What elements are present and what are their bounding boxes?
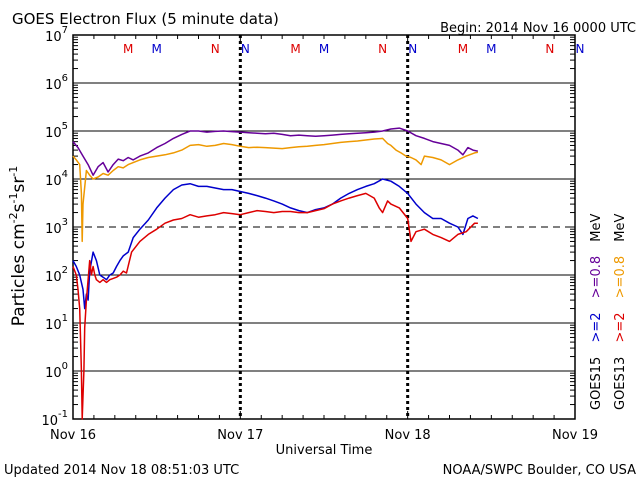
mn-marker: N <box>576 42 585 56</box>
y-tick-exp: 2 <box>62 265 68 276</box>
updated-timestamp: Updated 2014 Nov 18 08:51:03 UTC <box>4 463 239 478</box>
x-tick-label: Nov 18 <box>385 428 431 443</box>
y-tick-base: 10 <box>45 366 62 381</box>
y-tick-base: 10 <box>45 318 62 333</box>
y-tick-exp: 0 <box>62 361 68 372</box>
mn-marker: N <box>378 42 387 56</box>
series-line <box>72 127 479 176</box>
legend-entry: GOES15 >=2 >=0.8 MeV <box>589 214 604 410</box>
y-tick-base: 10 <box>45 222 62 237</box>
y-tick-base: 10 <box>41 414 58 429</box>
y-tick-base: 10 <box>45 270 62 285</box>
y-tick-exp: 4 <box>62 169 68 180</box>
y-tick-base: 10 <box>45 30 62 45</box>
mn-marker: N <box>241 42 250 56</box>
y-tick-base: 10 <box>45 78 62 93</box>
legend-satellite: GOES13 <box>613 357 628 410</box>
mn-marker: M <box>123 42 133 56</box>
y-tick-base: 10 <box>45 174 62 189</box>
y-label-main: Particles cm <box>9 223 29 326</box>
x-tick-label: Nov 16 <box>50 428 96 443</box>
legend-item: >=2 <box>613 312 628 346</box>
legend-entry: GOES13 >=2 >=0.8 MeV <box>613 214 628 410</box>
y-tick-label: 103 <box>45 217 68 237</box>
y-label-exp3: -1 <box>7 166 20 177</box>
mn-marker: M <box>458 42 468 56</box>
x-axis-label: Universal Time <box>276 443 373 458</box>
legend-satellite: GOES15 <box>589 357 604 410</box>
y-tick-exp: 5 <box>62 121 68 132</box>
y-tick-label: 107 <box>45 25 68 45</box>
mn-marker: N <box>211 42 220 56</box>
x-tick-labels: Nov 16 Nov 17 Nov 18 Nov 19 <box>50 428 598 443</box>
mn-marker: M <box>290 42 300 56</box>
x-tick-label: Nov 19 <box>552 428 598 443</box>
series-line <box>72 192 478 420</box>
y-label-s: s <box>9 203 29 212</box>
begin-time-label: Begin: 2014 Nov 16 0000 UTC <box>440 21 636 36</box>
y-tick-exp: -1 <box>58 409 68 420</box>
y-tick-label: 106 <box>45 73 68 93</box>
y-tick-label: 101 <box>45 313 68 333</box>
y-label-exp1: -2 <box>7 212 20 223</box>
y-tick-exp: 6 <box>62 73 68 84</box>
y-tick-label: 102 <box>45 265 68 285</box>
y-gridlines <box>73 82 575 372</box>
y-label-sr: sr <box>9 177 29 193</box>
series-lines <box>72 127 479 420</box>
legend-item: >=0.8 <box>613 256 628 303</box>
y-tick-base: 10 <box>45 126 62 141</box>
y-tick-label: 104 <box>45 169 68 189</box>
chart-title: GOES Electron Flux (5 minute data) <box>12 10 279 28</box>
y-tick-exp: 1 <box>62 313 68 324</box>
x-tick-label: Nov 17 <box>217 428 263 443</box>
mn-marker: M <box>319 42 329 56</box>
legend-item: MeV <box>589 214 604 246</box>
y-tick-label: 105 <box>45 121 68 141</box>
credit-label: NOAA/SWPC Boulder, CO USA <box>443 463 636 478</box>
legend-item: MeV <box>613 214 628 246</box>
mn-marker: N <box>408 42 417 56</box>
y-axis-label: Particles cm-2s-1sr-1 <box>7 166 29 327</box>
plot-frame <box>72 34 576 420</box>
series-line <box>72 178 479 310</box>
day-dividers <box>72 35 576 419</box>
legend-item: >=0.8 <box>589 256 604 303</box>
mn-marker: M <box>151 42 161 56</box>
y-tick-exp: 7 <box>62 25 68 36</box>
series-line <box>72 137 479 243</box>
mn-marker: N <box>545 42 554 56</box>
y-tick-label: 10-1 <box>41 409 68 429</box>
y-tick-label: 100 <box>45 361 68 381</box>
y-label-exp2: -1 <box>7 193 20 204</box>
legend-item: >=2 <box>589 312 604 346</box>
y-tick-exp: 3 <box>62 217 68 228</box>
mn-marker: M <box>486 42 496 56</box>
